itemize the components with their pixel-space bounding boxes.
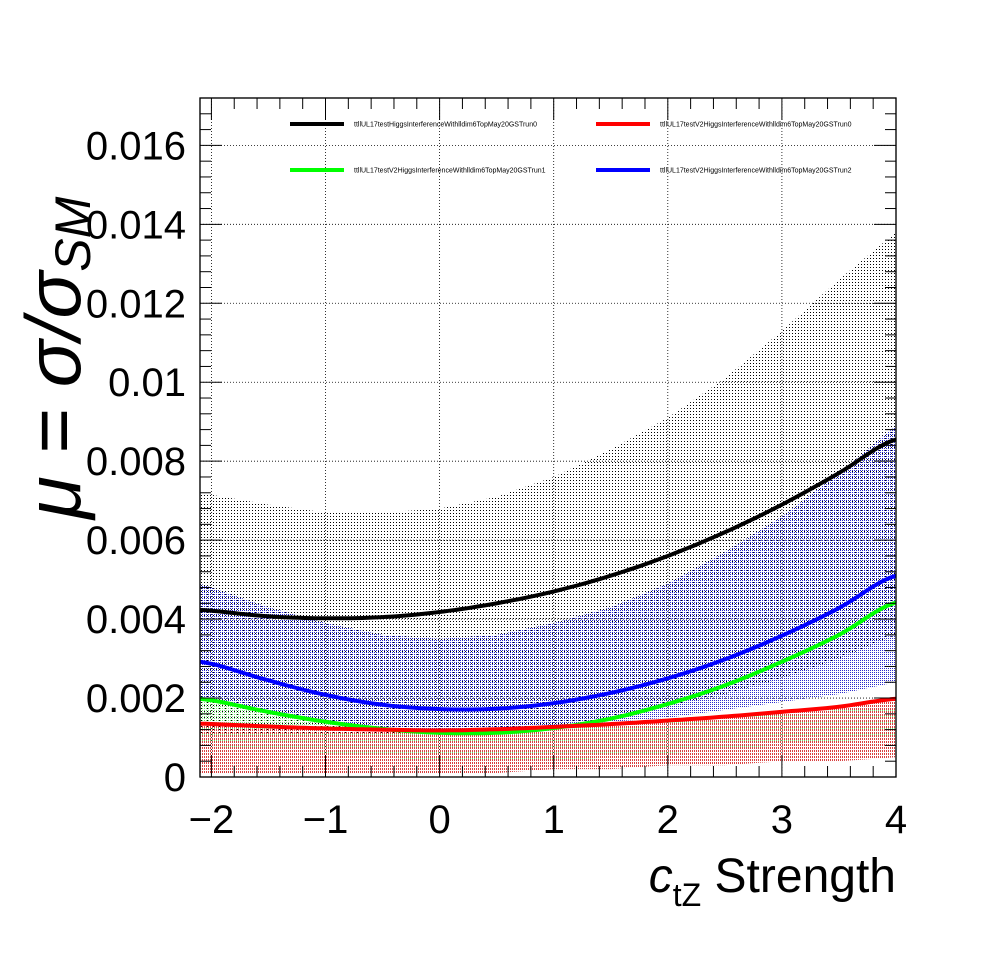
x-tick-label: 4 xyxy=(885,798,907,842)
legend-label-2: ttllUL17testV2HiggsInterferenceWithlldim… xyxy=(354,168,546,175)
x-tick-label: −2 xyxy=(189,798,235,842)
y-tick-label: 0 xyxy=(164,756,186,800)
line-series-0 xyxy=(200,437,896,621)
y-tick-label: 0.01 xyxy=(108,361,186,405)
y-tick-label: 0.004 xyxy=(86,598,186,642)
x-tick-label: 0 xyxy=(428,798,450,842)
tick-labels: −2 −1 0 1 2 3 4 0 0.002 0.004 0.006 0.008 0.01 0.012 0… xyxy=(86,124,907,842)
series-lines xyxy=(200,437,896,736)
x-tick-label: 2 xyxy=(657,798,679,842)
x-axis-label: ctZ Strength xyxy=(649,850,896,913)
y-tick-label: 0.016 xyxy=(86,124,186,168)
y-tick-label: 0.014 xyxy=(86,203,186,247)
y-axis-label: μ = σ/σSM xyxy=(9,196,101,521)
x-axis-label-main: c xyxy=(649,850,673,903)
plot-border xyxy=(199,97,897,778)
x-tick-label: −1 xyxy=(303,798,349,842)
y-tick-label: 0.006 xyxy=(86,519,186,563)
x-axis-label-rest: Strength xyxy=(701,850,896,903)
legend-label-1: ttllUL17testV2HiggsInterferenceWithlldim… xyxy=(660,122,852,129)
y-tick-label: 0.002 xyxy=(86,677,186,721)
y-tick-label: 0.012 xyxy=(86,282,186,326)
legend-label-0: ttllUL17testHiggsInterferenceWithlldim6T… xyxy=(354,122,537,129)
x-tick-label: 1 xyxy=(543,798,565,842)
axis-ticks xyxy=(200,97,897,778)
band-series-3 xyxy=(200,425,896,734)
y-axis-label-main: μ = σ/σ xyxy=(9,269,97,521)
x-axis-label-sub: tZ xyxy=(673,877,701,913)
y-tick-label: 0.008 xyxy=(86,440,186,484)
legend-label-3: ttllUL17testV2HiggsInterferenceWithlldim… xyxy=(660,168,852,175)
line-series-3 xyxy=(200,573,896,712)
svg-text:μ = σ/σSM: μ = σ/σSM xyxy=(9,196,101,521)
legend: ttllUL17testHiggsInterferenceWithlldim6T… xyxy=(290,122,852,175)
y-axis-label-sub: SM xyxy=(45,196,101,271)
line-series-1 xyxy=(200,696,896,733)
x-tick-label: 3 xyxy=(771,798,793,842)
